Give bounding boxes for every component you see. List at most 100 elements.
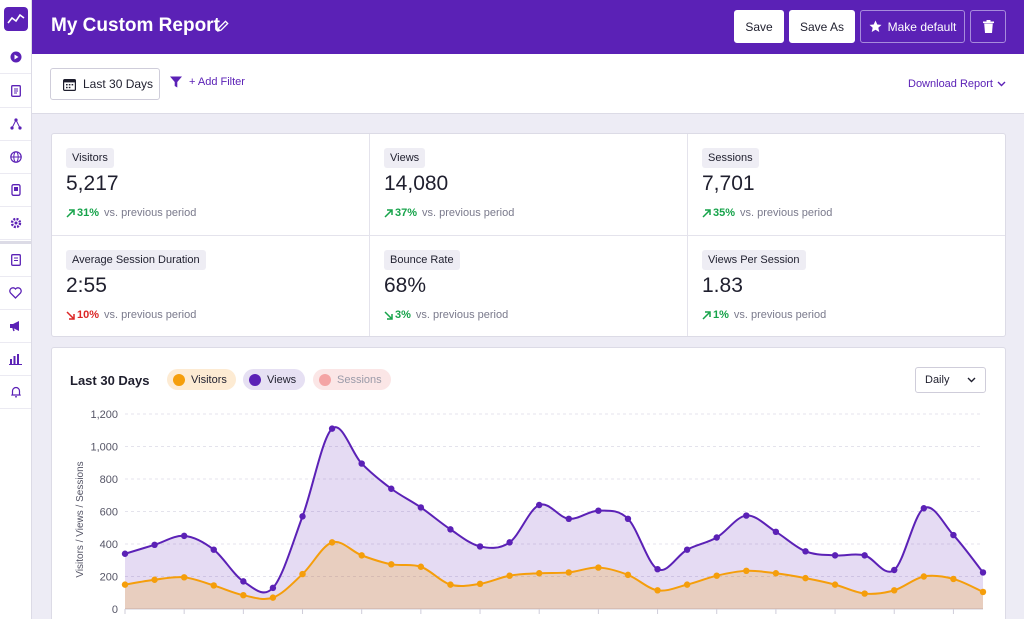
data-point-visitors[interactable] bbox=[565, 569, 572, 576]
data-point-visitors[interactable] bbox=[447, 581, 454, 588]
sidebar-item-campaigns[interactable] bbox=[0, 310, 31, 343]
data-point-views[interactable] bbox=[240, 578, 247, 585]
data-point-views[interactable] bbox=[595, 507, 602, 514]
data-point-visitors[interactable] bbox=[180, 574, 188, 581]
data-point-views[interactable] bbox=[447, 526, 454, 533]
data-point-visitors[interactable] bbox=[743, 567, 750, 575]
data-point-views[interactable] bbox=[891, 566, 898, 574]
pencil-icon[interactable] bbox=[216, 19, 230, 33]
legend-sessions[interactable]: Sessions bbox=[313, 369, 391, 390]
data-point-views[interactable] bbox=[210, 546, 217, 553]
data-point-views[interactable] bbox=[743, 512, 750, 519]
legend-label: Visitors bbox=[191, 373, 227, 386]
data-point-visitors[interactable] bbox=[506, 572, 513, 579]
data-point-views[interactable] bbox=[269, 584, 277, 592]
data-point-visitors[interactable] bbox=[328, 539, 336, 546]
data-point-visitors[interactable] bbox=[358, 552, 365, 559]
data-point-visitors[interactable] bbox=[920, 573, 928, 580]
data-point-views[interactable] bbox=[358, 460, 365, 467]
data-point-views[interactable] bbox=[121, 550, 129, 557]
y-tick-label: 1,000 bbox=[90, 442, 118, 454]
download-report-button[interactable]: Download Report bbox=[908, 78, 1006, 90]
legend-views[interactable]: Views bbox=[243, 369, 306, 390]
data-point-visitors[interactable] bbox=[536, 570, 543, 577]
legend-label: Views bbox=[267, 373, 297, 386]
stat-change-suffix: vs. previous period bbox=[104, 309, 197, 321]
data-point-views[interactable] bbox=[831, 552, 839, 559]
stat-value: 14,080 bbox=[384, 172, 449, 195]
data-point-views[interactable] bbox=[654, 565, 661, 573]
data-point-visitors[interactable] bbox=[417, 563, 425, 570]
data-point-visitors[interactable] bbox=[772, 570, 780, 577]
data-point-views[interactable] bbox=[920, 505, 928, 512]
data-point-visitors[interactable] bbox=[979, 588, 987, 596]
data-point-views[interactable] bbox=[180, 532, 188, 540]
data-point-views[interactable] bbox=[624, 515, 632, 523]
data-point-views[interactable] bbox=[506, 539, 513, 546]
data-point-visitors[interactable] bbox=[891, 587, 898, 594]
data-point-visitors[interactable] bbox=[299, 570, 306, 578]
legend-visitors[interactable]: Visitors bbox=[167, 369, 236, 390]
data-point-visitors[interactable] bbox=[269, 594, 277, 601]
save-button[interactable]: Save bbox=[734, 10, 784, 43]
stat-label: Sessions bbox=[702, 148, 759, 168]
legend-swatch bbox=[173, 373, 185, 386]
sidebar-item-mobile[interactable] bbox=[0, 174, 31, 207]
sidebar-item-network[interactable] bbox=[0, 108, 31, 141]
stat-change-percent: 3% bbox=[395, 309, 411, 321]
sidebar-item-analytics[interactable] bbox=[0, 343, 31, 376]
granularity-select[interactable]: Daily bbox=[915, 367, 986, 393]
megaphone-icon bbox=[10, 321, 19, 332]
data-point-views[interactable] bbox=[979, 569, 987, 576]
app-logo[interactable] bbox=[4, 7, 28, 31]
chart-title: Last 30 Days bbox=[70, 373, 150, 388]
sidebar-item-notifications[interactable] bbox=[0, 376, 31, 409]
data-point-visitors[interactable] bbox=[802, 574, 809, 582]
data-point-views[interactable] bbox=[802, 548, 809, 555]
data-point-visitors[interactable] bbox=[713, 572, 720, 579]
y-tick-label: 600 bbox=[100, 507, 118, 519]
data-point-visitors[interactable] bbox=[476, 580, 484, 588]
add-filter-button[interactable]: + Add Filter bbox=[170, 76, 245, 88]
stat-change-percent: 10% bbox=[77, 309, 100, 321]
make-default-button[interactable]: Make default bbox=[860, 10, 965, 43]
data-point-views[interactable] bbox=[772, 528, 780, 536]
data-point-views[interactable] bbox=[328, 425, 336, 432]
save-as-button[interactable]: Save As bbox=[789, 10, 855, 43]
stat-change: 35% vs. previous period bbox=[702, 207, 832, 219]
data-point-visitors[interactable] bbox=[210, 582, 217, 589]
date-range-button[interactable]: Last 30 Days bbox=[50, 68, 160, 100]
data-point-views[interactable] bbox=[565, 515, 572, 523]
data-point-views[interactable] bbox=[151, 541, 158, 549]
data-point-visitors[interactable] bbox=[654, 587, 661, 594]
sidebar-item-dashboard[interactable] bbox=[0, 41, 31, 74]
data-point-visitors[interactable] bbox=[950, 575, 957, 583]
sidebar-item-pages[interactable] bbox=[0, 244, 31, 277]
data-point-views[interactable] bbox=[950, 531, 957, 539]
data-point-visitors[interactable] bbox=[831, 581, 839, 588]
sidebar-item-favorites[interactable] bbox=[0, 277, 31, 310]
data-point-visitors[interactable] bbox=[861, 590, 868, 597]
data-point-visitors[interactable] bbox=[151, 576, 158, 583]
report-header: My Custom Report Save Save As Make defau… bbox=[32, 0, 1024, 54]
data-point-visitors[interactable] bbox=[595, 564, 602, 571]
legend-swatch bbox=[319, 373, 331, 386]
data-point-visitors[interactable] bbox=[624, 571, 632, 579]
data-point-views[interactable] bbox=[713, 534, 720, 541]
data-point-visitors[interactable] bbox=[683, 581, 691, 588]
data-point-views[interactable] bbox=[683, 546, 691, 553]
sidebar-item-settings[interactable] bbox=[0, 207, 31, 240]
data-point-views[interactable] bbox=[388, 485, 395, 492]
data-point-views[interactable] bbox=[536, 501, 543, 509]
data-point-views[interactable] bbox=[861, 552, 868, 559]
delete-button[interactable] bbox=[970, 10, 1006, 43]
data-point-visitors[interactable] bbox=[121, 581, 129, 588]
data-point-views[interactable] bbox=[417, 504, 425, 511]
data-point-views[interactable] bbox=[299, 513, 306, 520]
data-point-visitors[interactable] bbox=[240, 591, 247, 599]
sidebar-item-reports[interactable] bbox=[0, 75, 31, 108]
y-axis-label: Visitors / Views / Sessions bbox=[75, 461, 86, 577]
data-point-visitors[interactable] bbox=[388, 561, 395, 568]
data-point-views[interactable] bbox=[476, 543, 484, 550]
sidebar-item-globe[interactable] bbox=[0, 141, 31, 174]
